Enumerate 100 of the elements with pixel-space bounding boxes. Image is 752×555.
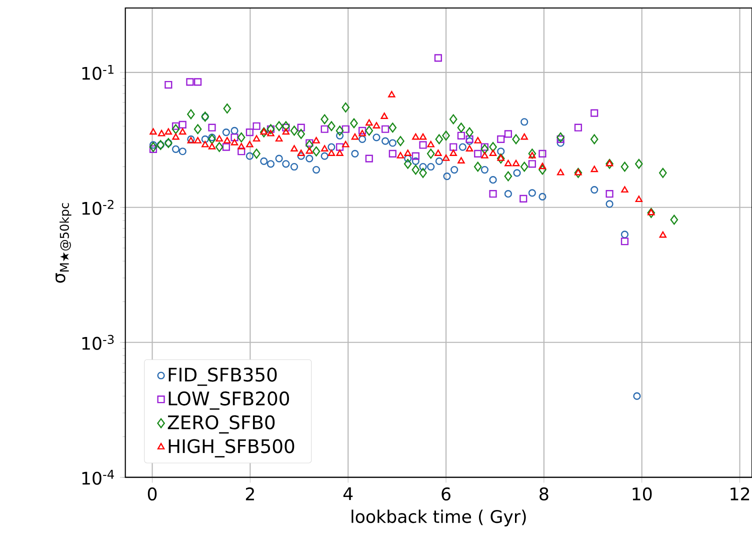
x-tick-label: 0 bbox=[148, 488, 157, 501]
point bbox=[520, 162, 528, 172]
point bbox=[149, 146, 158, 154]
point bbox=[164, 81, 172, 89]
point bbox=[358, 130, 366, 136]
point bbox=[419, 133, 427, 140]
point bbox=[275, 154, 283, 163]
point bbox=[282, 124, 290, 132]
point bbox=[489, 150, 497, 156]
point bbox=[435, 158, 443, 166]
point bbox=[312, 166, 320, 174]
point bbox=[336, 126, 344, 136]
point bbox=[194, 137, 202, 144]
point bbox=[312, 137, 320, 144]
point bbox=[670, 214, 678, 225]
point bbox=[297, 129, 305, 140]
point bbox=[590, 166, 598, 172]
point bbox=[466, 145, 474, 152]
point bbox=[208, 124, 216, 132]
point bbox=[648, 209, 655, 216]
point bbox=[606, 190, 614, 198]
point bbox=[246, 152, 254, 160]
point bbox=[388, 150, 396, 158]
point bbox=[606, 159, 614, 170]
point bbox=[328, 150, 336, 156]
point bbox=[306, 139, 314, 147]
point bbox=[282, 160, 290, 168]
point bbox=[328, 121, 336, 132]
point bbox=[450, 150, 457, 156]
point bbox=[290, 126, 298, 136]
point bbox=[435, 134, 444, 144]
point bbox=[275, 135, 283, 142]
point bbox=[442, 130, 450, 141]
point bbox=[434, 150, 442, 156]
point bbox=[419, 163, 427, 171]
point bbox=[497, 148, 505, 156]
point bbox=[621, 186, 628, 193]
point bbox=[372, 122, 380, 129]
point bbox=[412, 164, 420, 175]
point bbox=[620, 238, 629, 246]
legend-label: FID_SFB350 bbox=[168, 368, 277, 386]
point bbox=[474, 162, 482, 172]
point bbox=[606, 200, 614, 208]
point bbox=[504, 190, 512, 198]
point bbox=[260, 127, 268, 138]
point bbox=[388, 91, 396, 98]
point bbox=[230, 139, 238, 146]
point bbox=[412, 158, 420, 166]
point bbox=[419, 141, 427, 149]
point bbox=[427, 163, 435, 171]
point bbox=[158, 130, 166, 136]
point bbox=[275, 121, 283, 132]
point bbox=[489, 190, 497, 198]
point bbox=[178, 148, 186, 156]
point bbox=[647, 208, 656, 218]
point bbox=[590, 109, 598, 117]
point bbox=[216, 135, 223, 142]
point bbox=[538, 164, 546, 175]
point bbox=[342, 141, 350, 148]
point bbox=[450, 143, 458, 151]
point bbox=[238, 143, 245, 150]
point bbox=[659, 232, 667, 238]
x-axis-title: lookback time ( Gyr) bbox=[352, 510, 526, 527]
point bbox=[358, 127, 366, 135]
x-tick-label: 10 bbox=[632, 488, 652, 501]
point bbox=[336, 150, 344, 156]
point bbox=[290, 145, 298, 152]
point bbox=[320, 145, 328, 152]
point bbox=[556, 169, 564, 176]
y-tick-label: 10$^{-2}$ bbox=[82, 200, 114, 216]
point bbox=[388, 139, 396, 147]
point bbox=[312, 146, 320, 157]
point bbox=[380, 112, 388, 120]
point bbox=[351, 150, 359, 158]
point bbox=[404, 150, 412, 156]
point bbox=[388, 122, 397, 133]
point bbox=[172, 124, 180, 134]
point bbox=[633, 392, 641, 400]
point bbox=[202, 141, 209, 148]
point bbox=[224, 137, 231, 144]
point bbox=[164, 128, 172, 135]
point bbox=[528, 152, 536, 159]
point bbox=[306, 147, 314, 154]
point bbox=[297, 150, 305, 156]
point bbox=[620, 162, 629, 172]
x-tick-label: 2 bbox=[246, 488, 254, 500]
point bbox=[186, 78, 194, 86]
point bbox=[266, 160, 275, 168]
point bbox=[434, 54, 442, 62]
point bbox=[382, 137, 390, 146]
point bbox=[538, 162, 546, 170]
point bbox=[481, 152, 488, 159]
legend-label: HIGH_SFB500 bbox=[168, 439, 294, 458]
point bbox=[620, 230, 629, 238]
point bbox=[306, 154, 314, 163]
point bbox=[350, 118, 358, 128]
point bbox=[178, 121, 186, 129]
point bbox=[528, 148, 536, 159]
point bbox=[342, 125, 350, 134]
point bbox=[187, 109, 195, 120]
